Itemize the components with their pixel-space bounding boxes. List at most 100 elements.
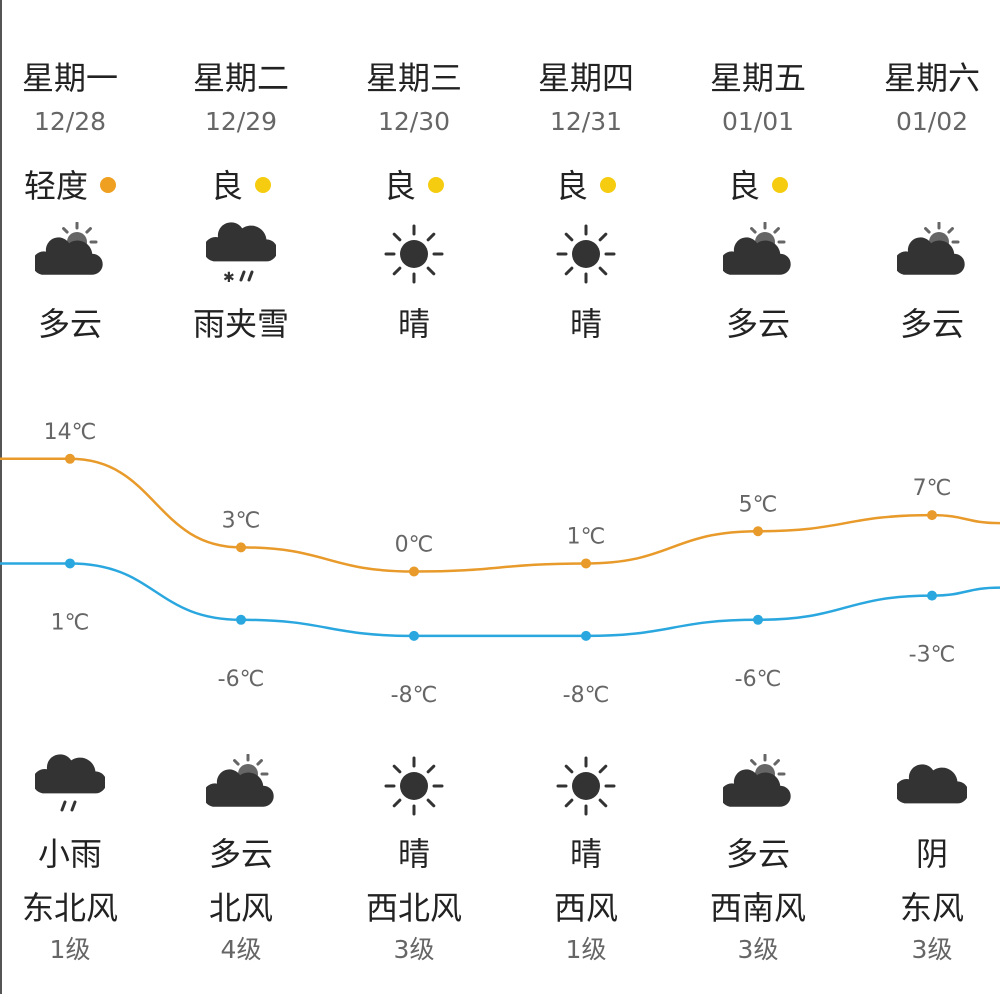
high-temp-label: 5℃ <box>739 492 778 517</box>
wind-level: 3级 <box>911 935 953 964</box>
partly-cloudy-icon <box>723 222 791 275</box>
night-weather-icon-box <box>846 754 1000 824</box>
date-label: 12/28 <box>33 107 107 136</box>
air-quality: 良 <box>328 164 500 208</box>
low-temp-label: -8℃ <box>391 683 438 708</box>
low-temp-label: -8℃ <box>563 683 610 708</box>
sunny-icon <box>384 756 444 816</box>
forecast-day-4[interactable]: 星期四 12/31 良 晴 晴 西风 1级 <box>500 0 672 994</box>
sunny-icon <box>556 224 616 284</box>
day-weather-icon-box <box>846 222 1000 286</box>
high-temp-point <box>409 566 419 577</box>
high-temp-label: 3℃ <box>222 508 261 533</box>
day-weather-icon-box: ✱ <box>155 222 327 286</box>
low-temp-point <box>65 558 75 569</box>
night-condition: 多云 <box>208 835 273 873</box>
day-condition: 多云 <box>899 305 964 343</box>
date-label: 12/29 <box>204 107 278 136</box>
wind-level: 4级 <box>220 935 262 964</box>
air-quality-dot <box>428 177 444 193</box>
low-temp-label: 1℃ <box>51 610 90 635</box>
wind-direction: 西南风 <box>709 889 806 927</box>
sunny-icon <box>384 224 444 284</box>
air-quality-label: 良 <box>383 167 416 205</box>
date-label: 12/30 <box>377 107 451 136</box>
forecast-day-2[interactable]: 星期二 12/29 良 ✱ 雨夹雪 多云 北风 4级 <box>155 0 327 994</box>
day-condition: 多云 <box>725 305 790 343</box>
weekday-label: 星期五 <box>709 59 806 97</box>
wind-direction: 西北风 <box>365 889 462 927</box>
partly-cloudy-icon <box>35 222 103 275</box>
air-quality-dot <box>600 177 616 193</box>
air-quality-dot <box>772 177 788 193</box>
forecast-day-5[interactable]: 星期五 01/01 良 多云 多云 西南风 3级 <box>672 0 844 994</box>
high-temp-point <box>753 526 763 537</box>
high-temp-label: 1℃ <box>567 524 606 549</box>
night-condition: 晴 <box>397 835 430 873</box>
date-label: 01/01 <box>721 107 795 136</box>
wind-direction: 东北风 <box>21 889 118 927</box>
forecast-day-3[interactable]: 星期三 12/30 良 晴 晴 西北风 3级 <box>328 0 500 994</box>
air-quality-dot <box>255 177 271 193</box>
sleet-icon: ✱ <box>206 222 276 286</box>
forecast-day-1[interactable]: 星期一 12/28 轻度 多云 小雨 东北风 1级 <box>0 0 156 994</box>
overcast-icon <box>897 764 967 804</box>
high-temp-label: 14℃ <box>44 420 97 445</box>
low-temp-label: -6℃ <box>735 667 782 692</box>
night-condition: 小雨 <box>37 835 102 873</box>
low-temp-line <box>0 562 1000 638</box>
wind-level: 1级 <box>49 935 91 964</box>
svg-text:✱: ✱ <box>223 270 235 286</box>
high-temp-point <box>236 542 246 553</box>
low-temp-label: -3℃ <box>909 643 956 668</box>
high-temp-point <box>927 510 937 521</box>
day-weather-icon-box <box>0 222 156 286</box>
high-temp-line <box>0 457 1000 573</box>
weekday-label: 星期三 <box>365 59 462 97</box>
high-temp-point <box>581 558 591 569</box>
night-weather-icon-box <box>0 754 156 824</box>
low-temp-point <box>753 614 763 625</box>
high-temp-label: 7℃ <box>913 476 952 501</box>
wind-direction: 北风 <box>208 889 273 927</box>
partly-cloudy-icon <box>723 754 791 807</box>
low-temp-point <box>581 630 591 641</box>
low-temp-point <box>927 590 937 601</box>
date-label: 12/31 <box>549 107 623 136</box>
low-temp-point <box>236 614 246 625</box>
weekday-label: 星期二 <box>192 59 289 97</box>
day-weather-icon-box <box>500 222 672 286</box>
night-weather-icon-box <box>328 754 500 824</box>
air-quality-label: 良 <box>555 167 588 205</box>
night-condition: 阴 <box>915 835 948 873</box>
partly-cloudy-icon <box>206 754 274 807</box>
weekday-label: 星期六 <box>883 59 980 97</box>
day-condition: 晴 <box>569 305 602 343</box>
air-quality: 良 <box>155 164 327 208</box>
wind-level: 1级 <box>565 935 607 964</box>
night-weather-icon-box <box>500 754 672 824</box>
low-temp-point <box>409 630 419 641</box>
air-quality-dot <box>100 177 116 193</box>
air-quality: 良 <box>500 164 672 208</box>
air-quality-label: 轻度 <box>23 167 88 205</box>
day-condition: 晴 <box>397 305 430 343</box>
partly-cloudy-icon <box>897 222 965 275</box>
night-weather-icon-box <box>672 754 844 824</box>
air-quality-label: 良 <box>727 167 760 205</box>
weekday-label: 星期四 <box>537 59 634 97</box>
forecast-day-6[interactable]: 星期六 01/02 多云 阴 东风 3级 <box>846 0 1000 994</box>
night-condition: 晴 <box>569 835 602 873</box>
high-temp-label: 0℃ <box>395 533 434 558</box>
sunny-icon <box>556 756 616 816</box>
day-weather-icon-box <box>328 222 500 286</box>
low-temp-label: -6℃ <box>218 667 265 692</box>
night-weather-icon-box <box>155 754 327 824</box>
wind-level: 3级 <box>393 935 435 964</box>
day-condition: 雨夹雪 <box>192 305 289 343</box>
left-edge <box>0 0 2 994</box>
air-quality: 轻度 <box>0 164 156 208</box>
high-temp-point <box>65 453 75 464</box>
